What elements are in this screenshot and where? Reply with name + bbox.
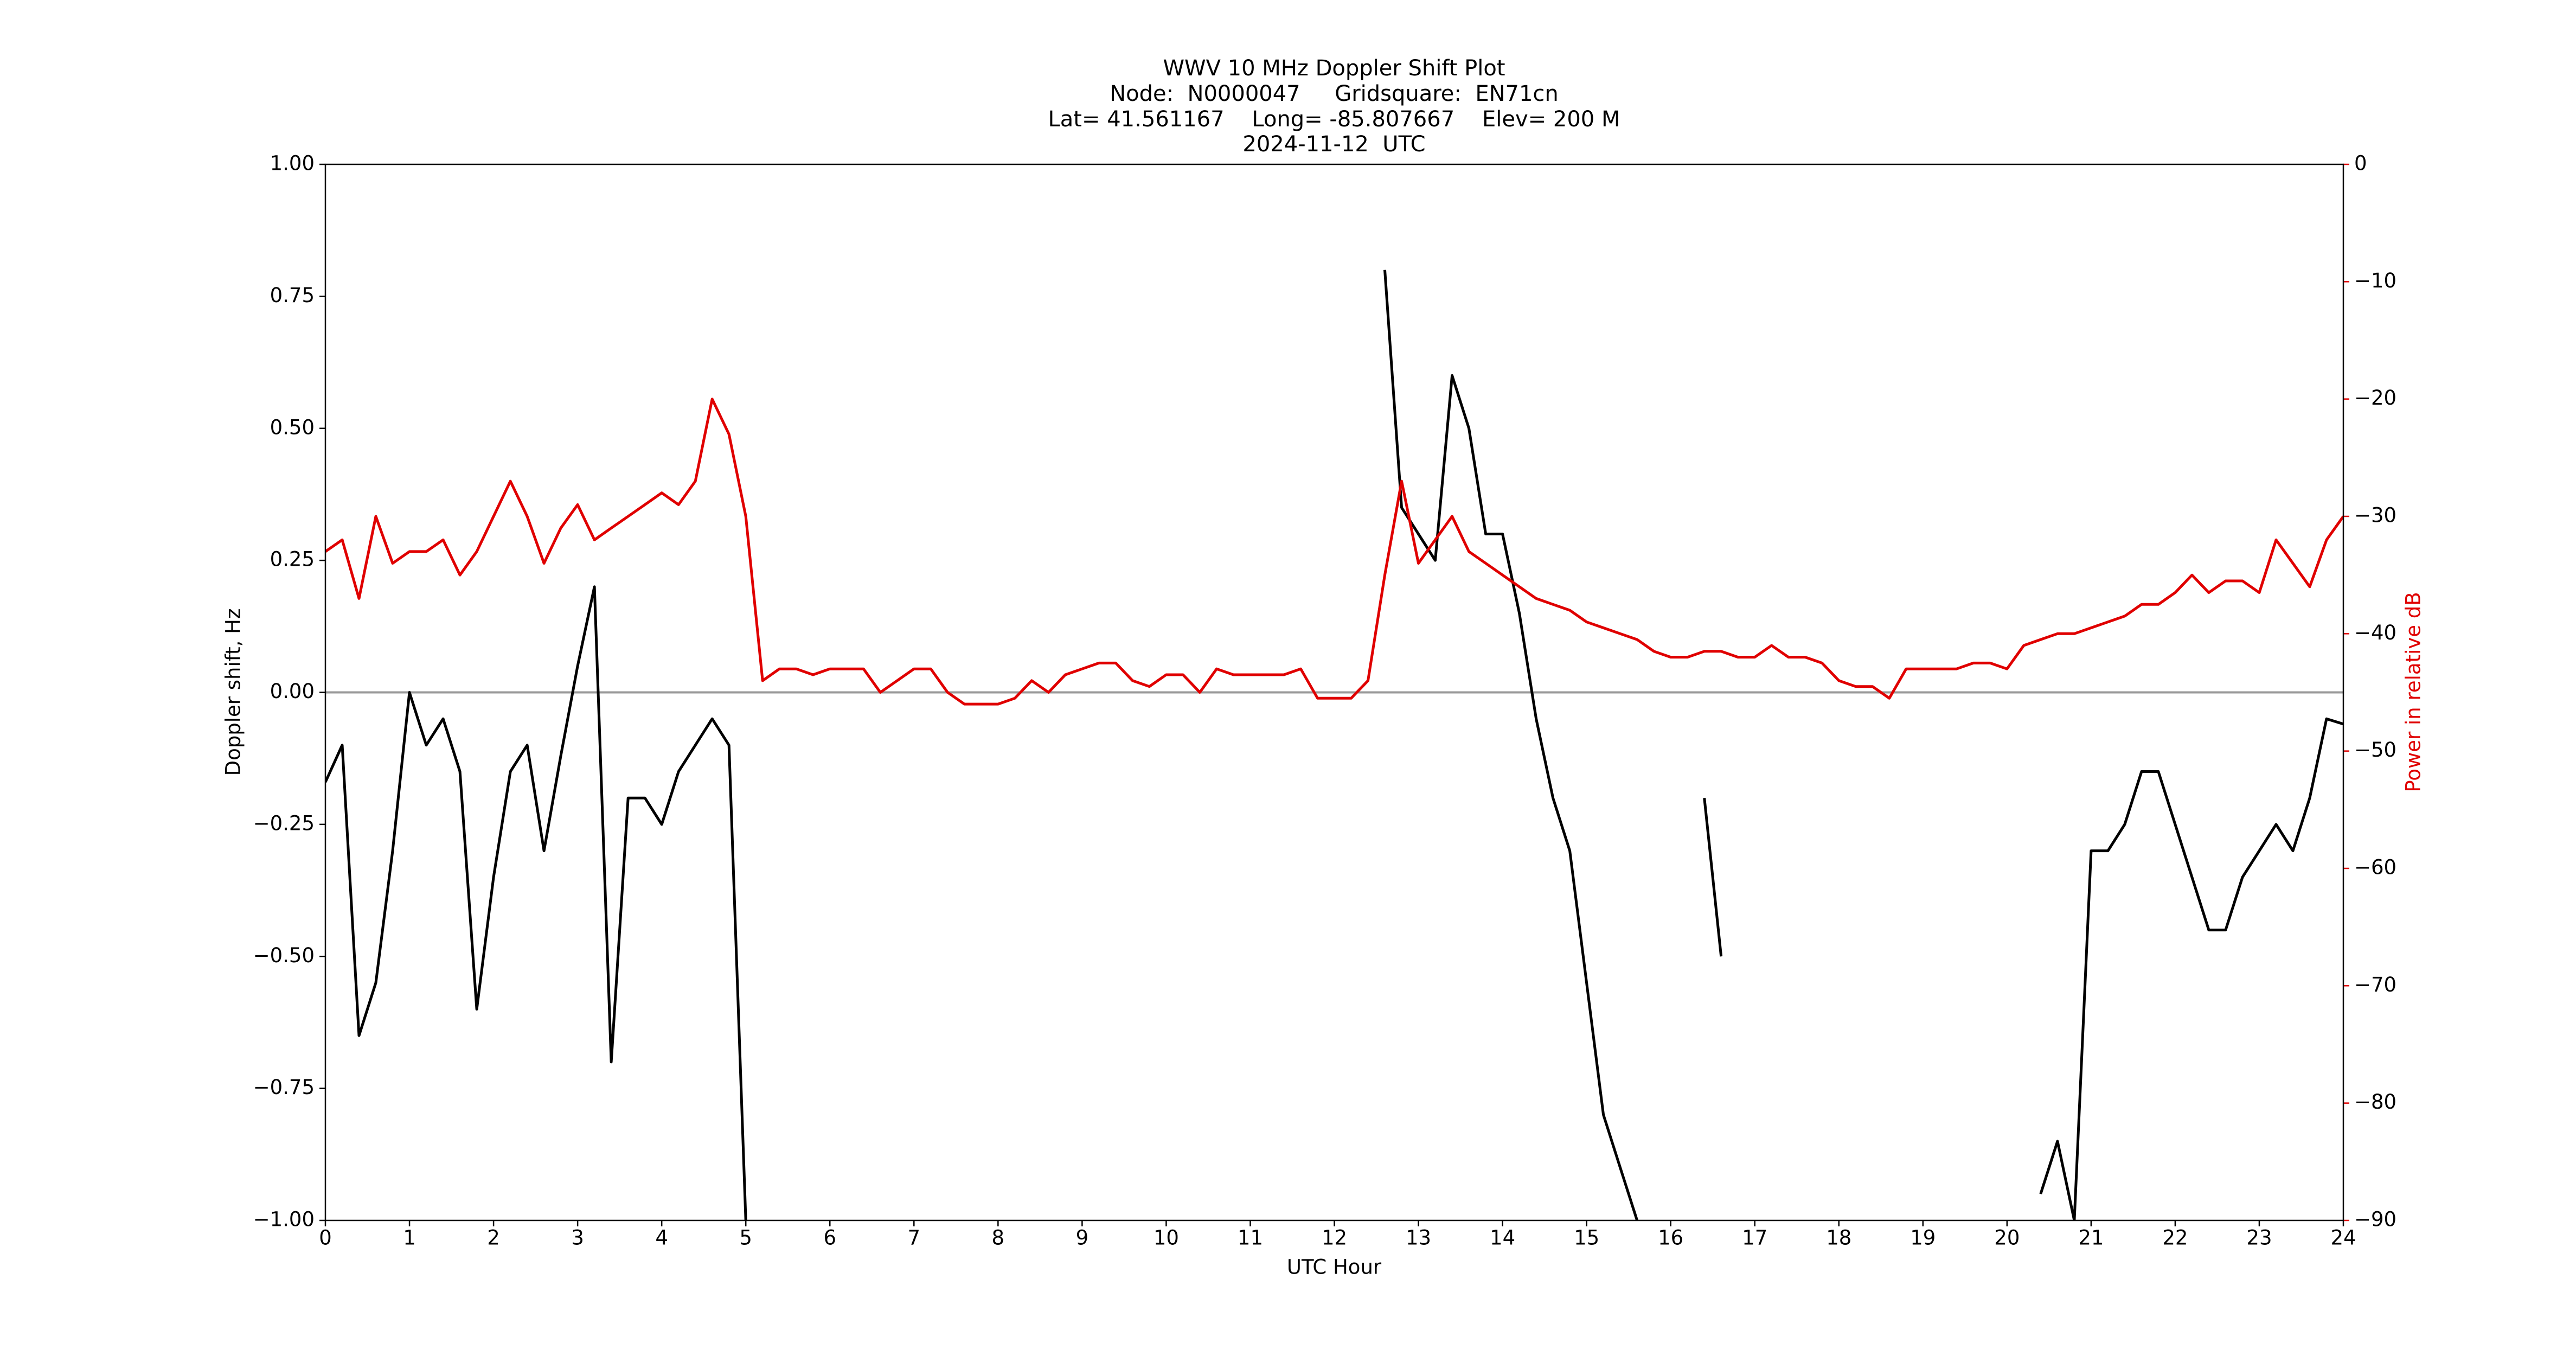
chart-subtitle: 2024-11-12 UTC: [1242, 132, 1425, 157]
x-tick-label: 9: [1076, 1226, 1089, 1250]
x-axis-label: UTC Hour: [1287, 1256, 1382, 1279]
x-tick-label: 16: [1658, 1226, 1683, 1250]
x-tick-label: 7: [908, 1226, 921, 1250]
y2-tick-label: −80: [2354, 1090, 2396, 1114]
y2-tick-label: −70: [2354, 973, 2396, 996]
y-tick-label: 0.00: [270, 680, 315, 703]
x-tick-label: 20: [1994, 1226, 2020, 1250]
y-axis-label: Doppler shift, Hz: [222, 609, 245, 776]
series-line: [325, 398, 2343, 706]
y-tick-label: 1.00: [270, 152, 315, 175]
y2-tick-label: −90: [2354, 1208, 2396, 1231]
chart-subtitle: Node: N0000047 Gridsquare: EN71cn: [1110, 81, 1559, 106]
y2-tick-label: 0: [2354, 152, 2367, 175]
y2-tick-label: −60: [2354, 856, 2396, 879]
y-tick-label: −0.75: [253, 1076, 315, 1099]
chart-subtitle: Lat= 41.561167 Long= -85.807667 Elev= 20…: [1048, 107, 1620, 132]
x-tick-label: 6: [823, 1226, 836, 1250]
x-tick-label: 10: [1154, 1226, 1179, 1250]
y2-axis-label: Power in relative dB: [2402, 592, 2425, 792]
y2-tick-label: −10: [2354, 269, 2396, 292]
x-tick-label: 11: [1238, 1226, 1263, 1250]
x-tick-label: 12: [1322, 1226, 1347, 1250]
y2-tick-label: −50: [2354, 738, 2396, 762]
x-tick-label: 15: [1574, 1226, 1599, 1250]
x-tick-label: 14: [1490, 1226, 1515, 1250]
y2-tick-label: −20: [2354, 386, 2396, 410]
x-tick-label: 21: [2078, 1226, 2104, 1250]
x-tick-label: 22: [2162, 1226, 2188, 1250]
y-tick-label: 0.25: [270, 548, 315, 571]
x-tick-label: 5: [739, 1226, 752, 1250]
x-tick-label: 19: [1910, 1226, 1936, 1250]
y-tick-label: −0.50: [253, 944, 315, 967]
x-tick-label: 24: [2330, 1226, 2356, 1250]
x-tick-label: 2: [487, 1226, 500, 1250]
x-tick-label: 17: [1742, 1226, 1767, 1250]
x-tick-label: 4: [655, 1226, 668, 1250]
y-tick-label: 0.50: [270, 415, 315, 439]
x-tick-label: 1: [403, 1226, 416, 1250]
x-tick-label: 0: [319, 1226, 332, 1250]
x-tick-label: 18: [1826, 1226, 1851, 1250]
y-tick-label: −0.25: [253, 811, 315, 835]
y-tick-label: 0.75: [270, 284, 315, 307]
x-tick-label: 23: [2246, 1226, 2272, 1250]
x-tick-label: 8: [992, 1226, 1005, 1250]
plot-frame: [324, 163, 2344, 1221]
y-tick-label: −1.00: [253, 1208, 315, 1231]
series-line: [325, 270, 2343, 1220]
y2-tick-label: −30: [2354, 504, 2396, 527]
x-tick-label: 3: [571, 1226, 584, 1250]
y2-tick-label: −40: [2354, 621, 2396, 644]
chart-title: WWV 10 MHz Doppler Shift Plot: [1163, 56, 1505, 81]
x-tick-label: 13: [1406, 1226, 1431, 1250]
